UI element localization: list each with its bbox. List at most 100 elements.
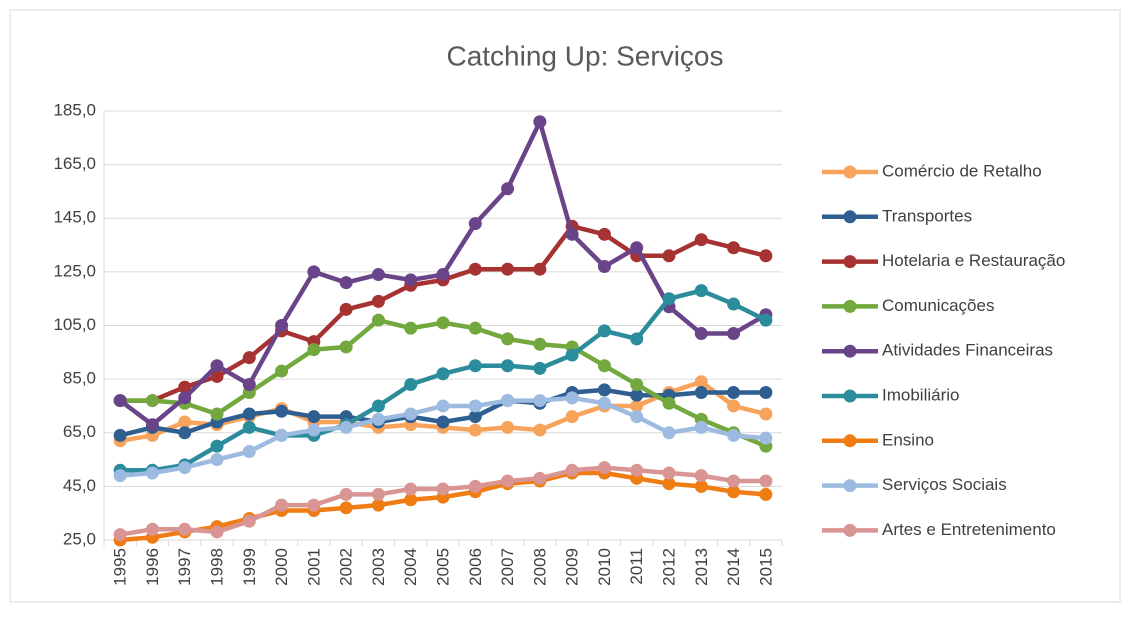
data-point	[727, 241, 741, 255]
data-point	[630, 241, 644, 255]
data-point	[210, 407, 224, 421]
data-point	[371, 268, 385, 282]
data-point	[210, 525, 224, 539]
data-point	[145, 418, 159, 432]
legend-label: Hotelaria e Restauração	[882, 251, 1065, 270]
data-point	[404, 273, 418, 287]
data-point	[501, 262, 515, 276]
data-point	[242, 377, 256, 391]
data-point	[565, 227, 579, 241]
data-point	[178, 461, 192, 475]
legend-label: Comunicações	[882, 296, 994, 315]
data-point	[242, 420, 256, 434]
data-point	[339, 487, 353, 501]
x-tick-label: 2014	[724, 548, 743, 586]
x-tick-label: 1999	[240, 548, 259, 586]
data-point	[436, 415, 450, 429]
x-tick-label: 1998	[208, 548, 227, 586]
data-point	[727, 297, 741, 311]
legend-marker	[843, 389, 857, 403]
data-point	[242, 514, 256, 528]
data-point	[597, 260, 611, 274]
data-point	[565, 463, 579, 477]
data-point	[694, 233, 708, 247]
data-point	[307, 423, 321, 437]
data-point	[404, 407, 418, 421]
data-point	[210, 453, 224, 467]
data-point	[533, 115, 547, 129]
data-point	[275, 498, 289, 512]
chart-frame	[9, 9, 1121, 603]
data-point	[759, 487, 773, 501]
data-point	[178, 426, 192, 440]
x-tick-label: 2013	[692, 548, 711, 586]
y-tick-label: 185,0	[53, 100, 96, 119]
y-tick-label: 105,0	[53, 315, 96, 334]
legend-marker	[843, 165, 857, 179]
data-point	[436, 482, 450, 496]
data-point	[630, 463, 644, 477]
x-tick-label: 1997	[175, 548, 194, 586]
y-tick-label: 145,0	[53, 208, 96, 227]
data-point	[630, 377, 644, 391]
data-point	[727, 474, 741, 488]
data-point	[501, 394, 515, 408]
data-point	[275, 364, 289, 378]
data-point	[501, 474, 515, 488]
data-point	[468, 479, 482, 493]
data-point	[727, 428, 741, 442]
data-point	[371, 399, 385, 413]
data-point	[436, 367, 450, 381]
data-point	[597, 324, 611, 338]
legend-label: Artes e Entretenimento	[882, 520, 1056, 539]
data-point	[436, 316, 450, 330]
data-point	[533, 471, 547, 485]
data-point	[597, 461, 611, 475]
data-point	[694, 479, 708, 493]
data-point	[468, 410, 482, 424]
legend-label: Atividades Financeiras	[882, 341, 1053, 360]
x-tick-label: 2001	[304, 548, 323, 586]
data-point	[662, 249, 676, 263]
data-point	[339, 276, 353, 290]
y-tick-label: 125,0	[53, 261, 96, 280]
data-point	[436, 399, 450, 413]
data-point	[113, 394, 127, 408]
data-point	[339, 501, 353, 515]
data-point	[210, 439, 224, 453]
data-point	[371, 412, 385, 426]
data-point	[597, 396, 611, 410]
data-point	[468, 423, 482, 437]
data-point	[759, 386, 773, 400]
legend-marker	[843, 255, 857, 269]
data-point	[727, 327, 741, 341]
data-point	[468, 399, 482, 413]
data-point	[210, 369, 224, 383]
data-point	[275, 319, 289, 332]
legend-label: Transportes	[882, 206, 972, 225]
data-point	[759, 313, 773, 327]
data-point	[597, 359, 611, 373]
data-point	[759, 249, 773, 263]
data-point	[404, 321, 418, 335]
data-point	[597, 383, 611, 397]
chart-title: Catching Up: Serviços	[446, 40, 723, 71]
data-point	[501, 420, 515, 434]
data-point	[468, 321, 482, 335]
x-tick-label: 2000	[272, 548, 291, 586]
data-point	[307, 410, 321, 424]
data-point	[630, 410, 644, 424]
data-point	[178, 522, 192, 536]
data-point	[145, 466, 159, 480]
data-point	[178, 415, 192, 429]
data-point	[694, 327, 708, 341]
legend-marker	[843, 299, 857, 313]
data-point	[501, 359, 515, 373]
x-tick-label: 2004	[401, 548, 420, 586]
data-point	[694, 375, 708, 389]
data-point	[533, 423, 547, 437]
x-tick-label: 1996	[143, 548, 162, 586]
data-point	[339, 302, 353, 316]
data-point	[371, 487, 385, 501]
data-point	[662, 426, 676, 440]
